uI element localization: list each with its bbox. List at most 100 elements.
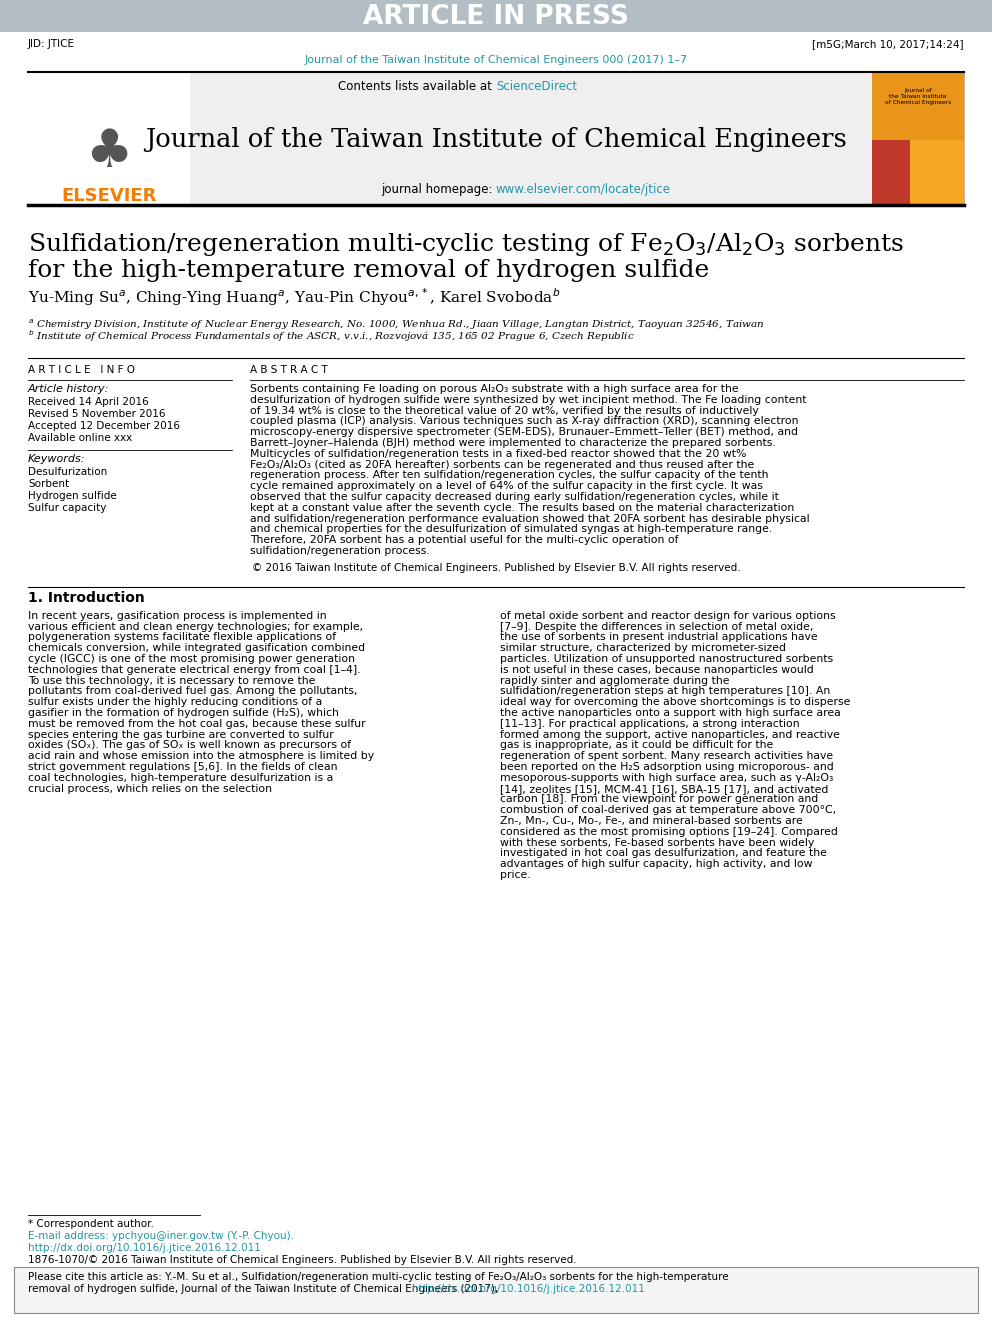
Text: acid rain and whose emission into the atmosphere is limited by: acid rain and whose emission into the at… [28, 751, 374, 761]
Text: the active nanoparticles onto a support with high surface area: the active nanoparticles onto a support … [500, 708, 841, 718]
Text: sulfidation/regeneration process.: sulfidation/regeneration process. [250, 546, 430, 556]
Text: particles. Utilization of unsupported nanostructured sorbents: particles. Utilization of unsupported na… [500, 654, 833, 664]
Text: Journal of the Taiwan Institute of Chemical Engineers 000 (2017) 1–7: Journal of the Taiwan Institute of Chemi… [305, 56, 687, 65]
Text: oxides (SOₓ). The gas of SOₓ is well known as precursors of: oxides (SOₓ). The gas of SOₓ is well kno… [28, 741, 351, 750]
Text: [7–9]. Despite the differences in selection of metal oxide,: [7–9]. Despite the differences in select… [500, 622, 813, 631]
Text: Multicycles of sulfidation/regeneration tests in a fixed-bed reactor showed that: Multicycles of sulfidation/regeneration … [250, 448, 746, 459]
Text: investigated in hot coal gas desulfurization, and feature the: investigated in hot coal gas desulfuriza… [500, 848, 827, 859]
Text: ♣: ♣ [85, 126, 133, 179]
Text: kept at a constant value after the seventh cycle. The results based on the mater: kept at a constant value after the seven… [250, 503, 795, 513]
Text: been reported on the H₂S adsorption using microporous- and: been reported on the H₂S adsorption usin… [500, 762, 833, 773]
Text: http://dx.doi.org/10.1016/j.jtice.2016.12.011: http://dx.doi.org/10.1016/j.jtice.2016.1… [412, 1285, 645, 1294]
Text: Sorbents containing Fe loading on porous Al₂O₃ substrate with a high surface are: Sorbents containing Fe loading on porous… [250, 384, 739, 394]
Text: http://dx.doi.org/10.1016/j.jtice.2016.12.011: http://dx.doi.org/10.1016/j.jtice.2016.1… [28, 1244, 261, 1253]
Text: To use this technology, it is necessary to remove the: To use this technology, it is necessary … [28, 676, 315, 685]
Text: mesoporous-supports with high surface area, such as γ-Al₂O₃: mesoporous-supports with high surface ar… [500, 773, 833, 783]
Bar [872, 140, 910, 205]
Text: considered as the most promising options [19–24]. Compared: considered as the most promising options… [500, 827, 838, 837]
Text: [14], zeolites [15], MCM-41 [16], SBA-15 [17], and activated: [14], zeolites [15], MCM-41 [16], SBA-15… [500, 783, 828, 794]
Text: ideal way for overcoming the above shortcomings is to disperse: ideal way for overcoming the above short… [500, 697, 850, 708]
Text: Accepted 12 December 2016: Accepted 12 December 2016 [28, 421, 180, 431]
Text: pollutants from coal-derived fuel gas. Among the pollutants,: pollutants from coal-derived fuel gas. A… [28, 687, 357, 696]
Text: carbon [18]. From the viewpoint for power generation and: carbon [18]. From the viewpoint for powe… [500, 794, 818, 804]
Text: [m5G;March 10, 2017;14:24]: [m5G;March 10, 2017;14:24] [812, 38, 964, 49]
Text: Sulfidation/regeneration multi-cyclic testing of Fe$_2$O$_3$/Al$_2$O$_3$ sorbent: Sulfidation/regeneration multi-cyclic te… [28, 232, 904, 258]
Text: for the high-temperature removal of hydrogen sulfide: for the high-temperature removal of hydr… [28, 259, 709, 282]
Text: price.: price. [500, 871, 531, 880]
Text: rapidly sinter and agglomerate during the: rapidly sinter and agglomerate during th… [500, 676, 729, 685]
Text: [11–13]. For practical applications, a strong interaction: [11–13]. For practical applications, a s… [500, 718, 800, 729]
Text: desulfurization of hydrogen sulfide were synthesized by wet incipient method. Th: desulfurization of hydrogen sulfide were… [250, 394, 806, 405]
Bar [14, 1267, 978, 1312]
Text: regeneration process. After ten sulfidation/regeneration cycles, the sulfur capa: regeneration process. After ten sulfidat… [250, 471, 769, 480]
Text: the use of sorbents in present industrial applications have: the use of sorbents in present industria… [500, 632, 817, 643]
Text: ScienceDirect: ScienceDirect [496, 81, 577, 94]
Bar [872, 71, 964, 205]
Text: chemicals conversion, while integrated gasification combined: chemicals conversion, while integrated g… [28, 643, 365, 654]
Text: * Correspondent author.: * Correspondent author. [28, 1218, 154, 1229]
Text: Available online xxx: Available online xxx [28, 433, 132, 443]
Text: and chemical properties for the desulfurization of simulated syngas at high-temp: and chemical properties for the desulfur… [250, 524, 772, 534]
Text: combustion of coal-derived gas at temperature above 700°C,: combustion of coal-derived gas at temper… [500, 806, 836, 815]
Text: with these sorbents, Fe-based sorbents have been widely: with these sorbents, Fe-based sorbents h… [500, 837, 814, 848]
Text: various efficient and clean energy technologies; for example,: various efficient and clean energy techn… [28, 622, 363, 631]
Text: Journal of the Taiwan Institute of Chemical Engineers: Journal of the Taiwan Institute of Chemi… [145, 127, 847, 152]
Text: Please cite this article as: Y.-M. Su et al., Sulfidation/regeneration multi-cyc: Please cite this article as: Y.-M. Su et… [28, 1271, 729, 1282]
Text: Contents lists available at: Contents lists available at [338, 81, 496, 94]
Text: removal of hydrogen sulfide, Journal of the Taiwan Institute of Chemical Enginee: removal of hydrogen sulfide, Journal of … [28, 1285, 502, 1294]
Text: E-mail address: ypchyou@iner.gov.tw (Y.-P. Chyou).: E-mail address: ypchyou@iner.gov.tw (Y.-… [28, 1230, 294, 1241]
Text: formed among the support, active nanoparticles, and reactive: formed among the support, active nanopar… [500, 729, 840, 740]
Text: Barrett–Joyner–Halenda (BJH) method were implemented to characterize the prepare: Barrett–Joyner–Halenda (BJH) method were… [250, 438, 776, 448]
Text: species entering the gas turbine are converted to sulfur: species entering the gas turbine are con… [28, 729, 333, 740]
Text: Journal of
the Taiwan Institute
of Chemical Engineers: Journal of the Taiwan Institute of Chemi… [885, 89, 951, 106]
Text: A B S T R A C T: A B S T R A C T [250, 365, 327, 374]
Text: 1. Introduction: 1. Introduction [28, 591, 145, 605]
Text: © 2016 Taiwan Institute of Chemical Engineers. Published by Elsevier B.V. All ri: © 2016 Taiwan Institute of Chemical Engi… [252, 562, 740, 573]
Text: of metal oxide sorbent and reactor design for various options: of metal oxide sorbent and reactor desig… [500, 611, 835, 620]
Text: similar structure, characterized by micrometer-sized: similar structure, characterized by micr… [500, 643, 786, 654]
Text: must be removed from the hot coal gas, because these sulfur: must be removed from the hot coal gas, b… [28, 718, 366, 729]
Bar [872, 71, 964, 140]
Text: microscopy-energy dispersive spectrometer (SEM-EDS), Brunauer–Emmett–Teller (BET: microscopy-energy dispersive spectromete… [250, 427, 798, 437]
Text: technologies that generate electrical energy from coal [1–4].: technologies that generate electrical en… [28, 664, 361, 675]
Bar [28, 71, 190, 205]
Text: A R T I C L E   I N F O: A R T I C L E I N F O [28, 365, 135, 374]
Text: gas is inappropriate, as it could be difficult for the: gas is inappropriate, as it could be dif… [500, 741, 773, 750]
Text: and sulfidation/regeneration performance evaluation showed that 20FA sorbent has: and sulfidation/regeneration performance… [250, 513, 809, 524]
Text: polygeneration systems facilitate flexible applications of: polygeneration systems facilitate flexib… [28, 632, 336, 643]
Text: Sorbent: Sorbent [28, 479, 69, 490]
Text: Desulfurization: Desulfurization [28, 467, 107, 478]
Text: strict government regulations [5,6]. In the fields of clean: strict government regulations [5,6]. In … [28, 762, 337, 773]
Text: Fe₂O₃/Al₂O₃ (cited as 20FA hereafter) sorbents can be regenerated and thus reuse: Fe₂O₃/Al₂O₃ (cited as 20FA hereafter) so… [250, 459, 754, 470]
Text: Article history:: Article history: [28, 384, 109, 394]
Text: cycle (IGCC) is one of the most promising power generation: cycle (IGCC) is one of the most promisin… [28, 654, 355, 664]
Text: observed that the sulfur capacity decreased during early sulfidation/regeneratio: observed that the sulfur capacity decrea… [250, 492, 779, 501]
Bar [0, 0, 992, 32]
Text: gasifier in the formation of hydrogen sulfide (H₂S), which: gasifier in the formation of hydrogen su… [28, 708, 339, 718]
Text: Keywords:: Keywords: [28, 454, 85, 464]
Text: 1876-1070/© 2016 Taiwan Institute of Chemical Engineers. Published by Elsevier B: 1876-1070/© 2016 Taiwan Institute of Che… [28, 1256, 576, 1265]
Text: Hydrogen sulfide: Hydrogen sulfide [28, 491, 117, 501]
Text: crucial process, which relies on the selection: crucial process, which relies on the sel… [28, 783, 272, 794]
Text: Sulfur capacity: Sulfur capacity [28, 503, 106, 513]
Text: Therefore, 20FA sorbent has a potential useful for the multi-cyclic operation of: Therefore, 20FA sorbent has a potential … [250, 536, 679, 545]
Text: sulfidation/regeneration steps at high temperatures [10]. An: sulfidation/regeneration steps at high t… [500, 687, 830, 696]
Text: In recent years, gasification process is implemented in: In recent years, gasification process is… [28, 611, 326, 620]
Text: Zn-, Mn-, Cu-, Mo-, Fe-, and mineral-based sorbents are: Zn-, Mn-, Cu-, Mo-, Fe-, and mineral-bas… [500, 816, 803, 826]
Text: Revised 5 November 2016: Revised 5 November 2016 [28, 409, 166, 419]
Text: coal technologies, high-temperature desulfurization is a: coal technologies, high-temperature desu… [28, 773, 333, 783]
Text: ELSEVIER: ELSEVIER [62, 187, 157, 205]
Text: $^b$ Institute of Chemical Process Fundamentals of the ASCR, v.v.i., Rozvojová 1: $^b$ Institute of Chemical Process Funda… [28, 328, 635, 344]
Text: www.elsevier.com/locate/jtice: www.elsevier.com/locate/jtice [496, 184, 671, 197]
Text: is not useful in these cases, because nanoparticles would: is not useful in these cases, because na… [500, 664, 813, 675]
Bar [28, 71, 872, 205]
Text: journal homepage:: journal homepage: [381, 184, 496, 197]
Text: regeneration of spent sorbent. Many research activities have: regeneration of spent sorbent. Many rese… [500, 751, 833, 761]
Text: sulfur exists under the highly reducing conditions of a: sulfur exists under the highly reducing … [28, 697, 322, 708]
Text: JID: JTICE: JID: JTICE [28, 38, 75, 49]
Text: cycle remained approximately on a level of 64% of the sulfur capacity in the fir: cycle remained approximately on a level … [250, 482, 763, 491]
Text: $^a$ Chemistry Division, Institute of Nuclear Energy Research, No. 1000, Wenhua : $^a$ Chemistry Division, Institute of Nu… [28, 318, 765, 332]
Text: Yu-Ming Su$^a$, Ching-Ying Huang$^a$, Yau-Pin Chyou$^{a,*}$, Karel Svoboda$^b$: Yu-Ming Su$^a$, Ching-Ying Huang$^a$, Ya… [28, 286, 560, 308]
Text: ARTICLE IN PRESS: ARTICLE IN PRESS [363, 4, 629, 30]
Text: Received 14 April 2016: Received 14 April 2016 [28, 397, 149, 407]
